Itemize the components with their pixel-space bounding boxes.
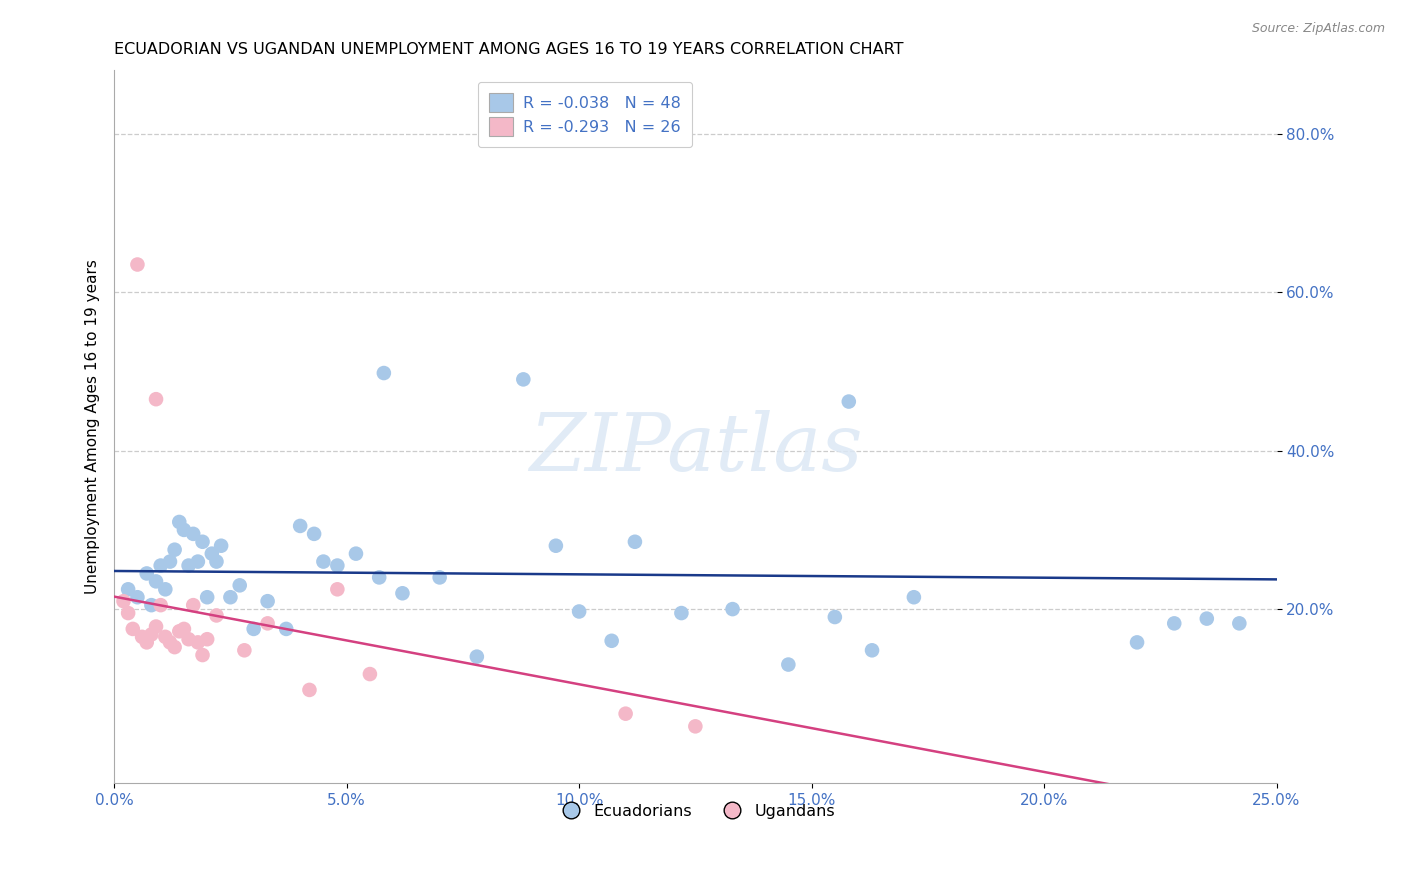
Point bbox=[256, 616, 278, 631]
Point bbox=[169, 624, 191, 639]
Point bbox=[187, 635, 209, 649]
Point bbox=[391, 586, 413, 600]
Point bbox=[312, 555, 335, 569]
Point bbox=[169, 515, 191, 529]
Point bbox=[1126, 635, 1149, 649]
Point bbox=[195, 632, 218, 647]
Point bbox=[155, 582, 177, 597]
Point bbox=[429, 570, 451, 584]
Point bbox=[121, 622, 143, 636]
Point bbox=[141, 627, 163, 641]
Point bbox=[173, 622, 195, 636]
Point bbox=[512, 372, 534, 386]
Legend: Ecuadorians, Ugandans: Ecuadorians, Ugandans bbox=[548, 797, 842, 825]
Point bbox=[614, 706, 637, 721]
Point bbox=[600, 633, 623, 648]
Point bbox=[195, 591, 218, 605]
Point bbox=[173, 523, 195, 537]
Point bbox=[127, 258, 149, 272]
Point bbox=[568, 605, 591, 619]
Point bbox=[1195, 612, 1218, 626]
Point bbox=[149, 558, 172, 573]
Point bbox=[135, 566, 157, 581]
Point bbox=[159, 635, 181, 649]
Point bbox=[163, 542, 186, 557]
Point bbox=[155, 630, 177, 644]
Point bbox=[824, 610, 846, 624]
Point bbox=[187, 555, 209, 569]
Point bbox=[117, 582, 139, 597]
Point bbox=[778, 657, 800, 672]
Point bbox=[159, 555, 181, 569]
Y-axis label: Unemployment Among Ages 16 to 19 years: Unemployment Among Ages 16 to 19 years bbox=[86, 260, 100, 594]
Point bbox=[209, 539, 232, 553]
Point bbox=[326, 582, 349, 597]
Point bbox=[544, 539, 567, 553]
Point bbox=[242, 622, 264, 636]
Point bbox=[141, 598, 163, 612]
Point bbox=[219, 591, 242, 605]
Point bbox=[685, 719, 707, 733]
Point bbox=[145, 574, 167, 589]
Point bbox=[181, 526, 204, 541]
Point bbox=[181, 598, 204, 612]
Point bbox=[671, 606, 693, 620]
Text: ZIPatlas: ZIPatlas bbox=[529, 409, 862, 487]
Point bbox=[131, 630, 153, 644]
Point bbox=[298, 682, 321, 697]
Point bbox=[233, 643, 256, 657]
Point bbox=[359, 667, 381, 681]
Point bbox=[145, 619, 167, 633]
Point bbox=[838, 394, 860, 409]
Point bbox=[1227, 616, 1250, 631]
Point bbox=[344, 547, 367, 561]
Point bbox=[191, 534, 214, 549]
Text: Source: ZipAtlas.com: Source: ZipAtlas.com bbox=[1251, 22, 1385, 36]
Point bbox=[135, 635, 157, 649]
Point bbox=[368, 570, 391, 584]
Point bbox=[205, 608, 228, 623]
Point bbox=[465, 649, 488, 664]
Point bbox=[201, 547, 224, 561]
Point bbox=[149, 598, 172, 612]
Point bbox=[624, 534, 647, 549]
Point bbox=[1163, 616, 1185, 631]
Point bbox=[177, 632, 200, 647]
Point bbox=[373, 366, 395, 380]
Point bbox=[191, 648, 214, 662]
Point bbox=[256, 594, 278, 608]
Point bbox=[326, 558, 349, 573]
Point bbox=[205, 555, 228, 569]
Point bbox=[288, 519, 311, 533]
Text: ECUADORIAN VS UGANDAN UNEMPLOYMENT AMONG AGES 16 TO 19 YEARS CORRELATION CHART: ECUADORIAN VS UGANDAN UNEMPLOYMENT AMONG… bbox=[114, 42, 904, 57]
Point bbox=[127, 591, 149, 605]
Point bbox=[860, 643, 883, 657]
Point bbox=[903, 591, 925, 605]
Point bbox=[302, 526, 325, 541]
Point bbox=[112, 594, 135, 608]
Point bbox=[276, 622, 298, 636]
Point bbox=[177, 558, 200, 573]
Point bbox=[228, 578, 250, 592]
Point bbox=[117, 606, 139, 620]
Point bbox=[721, 602, 744, 616]
Point bbox=[145, 392, 167, 407]
Point bbox=[163, 640, 186, 654]
